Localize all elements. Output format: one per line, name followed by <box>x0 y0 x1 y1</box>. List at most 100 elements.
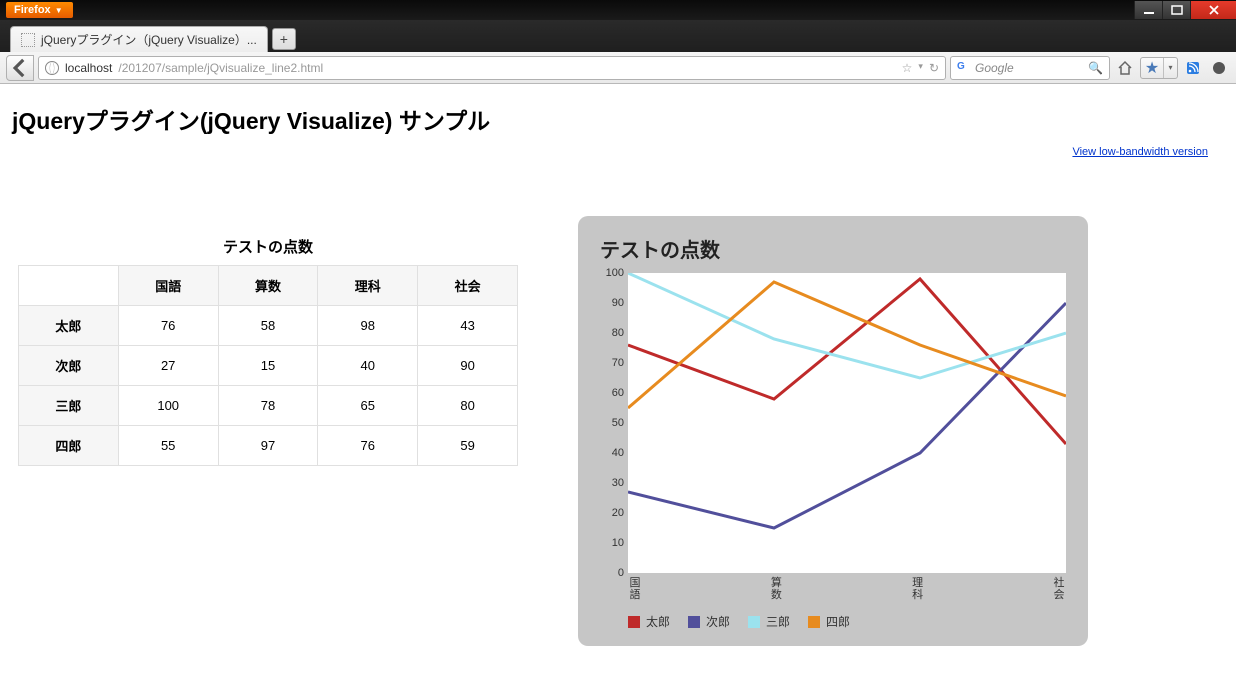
search-placeholder: Google <box>975 61 1014 75</box>
table-cell: 27 <box>118 346 218 386</box>
legend-label: 太郎 <box>646 613 670 630</box>
table-row: 太郎76589843 <box>19 306 518 346</box>
google-icon: G <box>957 61 971 75</box>
minimize-button[interactable] <box>1134 1 1162 19</box>
table-col-header: 社会 <box>418 266 518 306</box>
chart-y-tick: 10 <box>612 537 624 549</box>
page-content: jQueryプラグイン(jQuery Visualize) サンプル View … <box>0 84 1236 698</box>
chart-y-tick: 50 <box>612 417 624 429</box>
url-bar[interactable]: localhost/201207/sample/jQvisualize_line… <box>38 56 946 80</box>
table-cell: 43 <box>418 306 518 346</box>
table-col-header: 算数 <box>218 266 318 306</box>
chart-y-tick: 0 <box>618 567 624 579</box>
table-row: 四郎55977659 <box>19 426 518 466</box>
table-corner-cell <box>19 266 119 306</box>
firefox-menu-label: Firefox <box>14 4 51 16</box>
chart-legend: 太郎 次郎 三郎 四郎 <box>628 613 1066 630</box>
tab-strip: jQueryプラグイン（jQuery Visualize）... + <box>0 20 1236 52</box>
chart-area: 0102030405060708090100 国語算数理科社会 <box>600 273 1066 573</box>
legend-swatch <box>628 616 640 628</box>
feed-button[interactable] <box>1182 57 1204 79</box>
chart-y-tick: 90 <box>612 297 624 309</box>
legend-label: 次郎 <box>706 613 730 630</box>
chart-y-tick: 80 <box>612 327 624 339</box>
table-cell: 100 <box>118 386 218 426</box>
search-icon[interactable]: 🔍 <box>1088 61 1103 75</box>
legend-item: 太郎 <box>628 613 670 630</box>
low-bandwidth-link[interactable]: View low-bandwidth version <box>1072 146 1208 158</box>
search-bar[interactable]: G Google 🔍 <box>950 56 1110 80</box>
table-row-header: 三郎 <box>19 386 119 426</box>
addon-button[interactable] <box>1208 57 1230 79</box>
table-cell: 76 <box>318 426 418 466</box>
table-cell: 97 <box>218 426 318 466</box>
table-cell: 78 <box>218 386 318 426</box>
new-tab-button[interactable]: + <box>272 28 296 50</box>
chart-container: テストの点数 0102030405060708090100 国語算数理科社会 太… <box>578 216 1088 646</box>
table-header-row: 国語 算数 理科 社会 <box>19 266 518 306</box>
chevron-down-icon: ▼ <box>55 6 63 15</box>
chart-plot: 0102030405060708090100 <box>628 273 1066 573</box>
chart-series-line <box>628 282 1066 408</box>
table-row: 次郎27154090 <box>19 346 518 386</box>
chart-x-tick: 理科 <box>911 577 925 601</box>
reload-icon[interactable]: ↻ <box>929 61 939 75</box>
data-table: 国語 算数 理科 社会 太郎76589843次郎27154090三郎100786… <box>18 265 518 466</box>
chevron-down-icon: ▾ <box>1163 58 1177 78</box>
table-col-header: 国語 <box>118 266 218 306</box>
page-title: jQueryプラグイン(jQuery Visualize) サンプル <box>12 102 1224 136</box>
table-row-header: 四郎 <box>19 426 119 466</box>
legend-item: 三郎 <box>748 613 790 630</box>
legend-swatch <box>688 616 700 628</box>
table-cell: 76 <box>118 306 218 346</box>
bookmarks-menu-button[interactable]: ★ ▾ <box>1140 57 1178 79</box>
urlbar-right-icons: ☆ ▾ ↻ <box>902 61 939 75</box>
table-col-header: 理科 <box>318 266 418 306</box>
dropdown-icon[interactable]: ▾ <box>918 61 923 75</box>
chart-y-tick: 40 <box>612 447 624 459</box>
table-row-header: 太郎 <box>19 306 119 346</box>
data-table-section: テストの点数 国語 算数 理科 社会 太郎76589843次郎27154090三… <box>18 236 518 466</box>
table-row: 三郎100786580 <box>19 386 518 426</box>
browser-tab[interactable]: jQueryプラグイン（jQuery Visualize）... <box>10 26 268 52</box>
table-cell: 15 <box>218 346 318 386</box>
chart-y-tick: 20 <box>612 507 624 519</box>
legend-label: 三郎 <box>766 613 790 630</box>
chart-y-tick: 100 <box>606 267 624 279</box>
favicon-icon <box>21 33 35 47</box>
close-button[interactable] <box>1190 1 1236 19</box>
table-cell: 65 <box>318 386 418 426</box>
chart-x-tick: 社会 <box>1052 577 1066 601</box>
maximize-button[interactable] <box>1162 1 1190 19</box>
back-button[interactable] <box>6 55 34 81</box>
star-outline-icon[interactable]: ☆ <box>902 61 913 75</box>
url-host: localhost <box>65 61 112 75</box>
legend-label: 四郎 <box>826 613 850 630</box>
tab-title: jQueryプラグイン（jQuery Visualize）... <box>41 31 257 48</box>
chart-y-tick: 60 <box>612 387 624 399</box>
chart-svg <box>628 273 1066 573</box>
chart-x-tick: 算数 <box>769 577 783 601</box>
home-button[interactable] <box>1114 57 1136 79</box>
nav-toolbar: localhost/201207/sample/jQvisualize_line… <box>0 52 1236 84</box>
firefox-menu-button[interactable]: Firefox ▼ <box>6 2 73 18</box>
chart-y-axis: 0102030405060708090100 <box>600 273 626 573</box>
legend-swatch <box>748 616 760 628</box>
star-icon: ★ <box>1141 58 1163 78</box>
table-cell: 98 <box>318 306 418 346</box>
window-controls <box>1134 1 1236 19</box>
url-path: /201207/sample/jQvisualize_line2.html <box>118 61 323 75</box>
globe-icon <box>45 61 59 75</box>
table-cell: 58 <box>218 306 318 346</box>
legend-item: 次郎 <box>688 613 730 630</box>
table-row-header: 次郎 <box>19 346 119 386</box>
table-cell: 80 <box>418 386 518 426</box>
chart-series-line <box>628 303 1066 528</box>
chart-x-tick: 国語 <box>628 577 642 601</box>
chart-y-tick: 30 <box>612 477 624 489</box>
titlebar: Firefox ▼ <box>0 0 1236 20</box>
chart-x-axis: 国語 算数 理科 社会 <box>628 573 1066 601</box>
table-caption: テストの点数 <box>18 236 518 257</box>
chart-y-tick: 70 <box>612 357 624 369</box>
arrow-left-icon <box>7 55 33 81</box>
